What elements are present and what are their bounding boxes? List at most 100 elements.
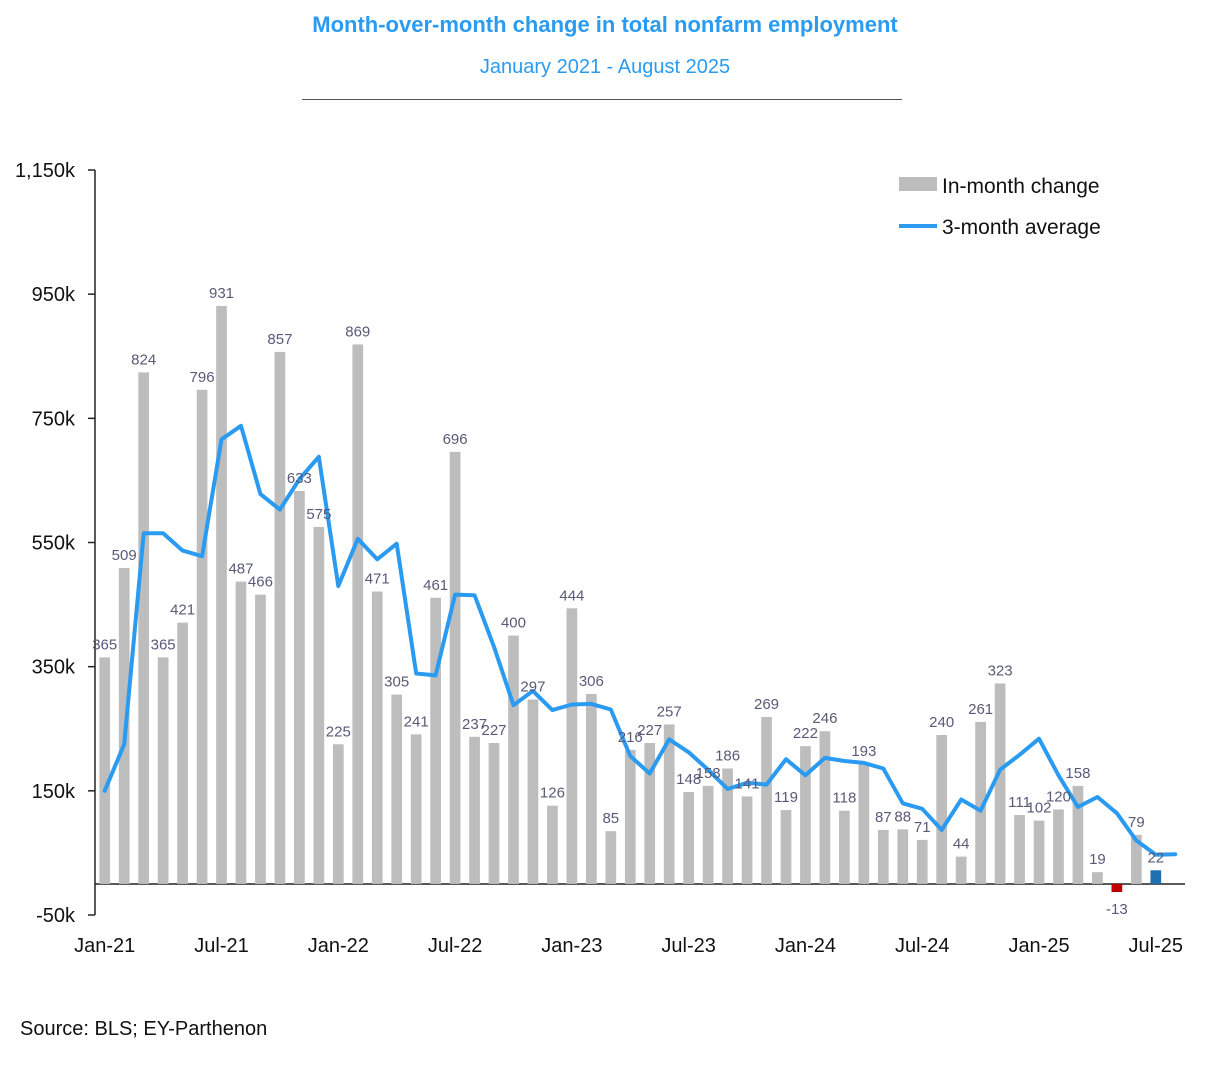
data-label-jul-21: 931 xyxy=(209,285,234,302)
bar-oct-21 xyxy=(274,351,286,884)
bar-sep-22 xyxy=(488,743,500,884)
bar-apr-24 xyxy=(858,764,870,884)
bar-nov-21 xyxy=(294,490,305,884)
y-tick-label: 1,150k xyxy=(15,160,76,182)
bar-aug-24 xyxy=(936,734,948,884)
employment-chart: In-month change 3-month average -50k 150k… xyxy=(15,160,1185,957)
data-label-nov-21: 633 xyxy=(287,470,312,487)
data-label-dec-24: 111 xyxy=(1008,794,1031,811)
data-label-oct-23: 141 xyxy=(735,775,760,792)
data-label-jan-21: 365 xyxy=(92,636,117,653)
data-label-apr-23: 216 xyxy=(618,729,643,746)
y-tick-label: 550k xyxy=(32,533,76,555)
data-label-jan-25: 102 xyxy=(1027,800,1052,817)
bar-mar-21 xyxy=(138,372,150,884)
bar-may-22 xyxy=(410,734,422,884)
data-label-nov-24: 323 xyxy=(988,662,1013,679)
x-tick-label: Jan-25 xyxy=(1008,935,1069,957)
data-label-apr-24: 193 xyxy=(851,743,876,760)
y-tick-label: 950k xyxy=(32,284,76,306)
data-label-jan-24: 222 xyxy=(793,725,818,742)
data-label-may-23: 227 xyxy=(637,722,662,739)
data-label-aug-24: 240 xyxy=(929,714,954,731)
data-label-feb-25: 120 xyxy=(1046,788,1071,805)
bar-jun-23 xyxy=(663,724,675,884)
bar-feb-24 xyxy=(819,731,831,884)
x-tick-label: Jan-22 xyxy=(308,935,369,957)
chart-subtitle: January 2021 - August 2025 xyxy=(479,56,731,78)
data-label-feb-24: 246 xyxy=(812,710,837,727)
bar-dec-22 xyxy=(547,805,558,884)
data-label-oct-22: 400 xyxy=(501,615,526,632)
bar-jan-21 xyxy=(99,657,111,884)
bar-jul-23 xyxy=(683,792,695,884)
bar-jan-23 xyxy=(566,608,578,884)
title-divider xyxy=(302,99,902,100)
source-note: Source: BLS; EY-Parthenon xyxy=(20,1018,268,1040)
bar-dec-21 xyxy=(313,526,325,884)
bar-sep-24 xyxy=(955,856,967,884)
data-label-jan-22: 225 xyxy=(326,723,351,740)
bar-jun-22 xyxy=(430,597,441,884)
data-label-feb-22: 869 xyxy=(345,323,370,340)
data-label-jul-24: 71 xyxy=(914,819,931,836)
data-label-jun-25: 79 xyxy=(1128,814,1145,831)
data-label-jul-22: 696 xyxy=(443,431,468,448)
data-label-sep-21: 466 xyxy=(248,574,273,591)
x-tick-label: Jan-23 xyxy=(541,935,602,957)
bar-jul-21 xyxy=(216,305,227,884)
data-label-sep-22: 227 xyxy=(482,722,507,739)
y-tick-label: 750k xyxy=(32,408,76,430)
bar-may-21 xyxy=(177,622,188,884)
data-label-jun-21: 796 xyxy=(190,369,215,386)
legend-bar-swatch xyxy=(899,177,937,191)
bar-feb-23 xyxy=(585,693,597,884)
data-label-may-21: 421 xyxy=(170,602,195,619)
bar-apr-22 xyxy=(391,694,403,884)
data-label-may-24: 87 xyxy=(875,809,892,826)
data-label-jun-23: 257 xyxy=(657,703,682,720)
data-label-oct-24: 261 xyxy=(968,701,993,718)
data-label-dec-23: 119 xyxy=(774,789,798,806)
axes: -50k 150k 350k 550k 750k 950k 1,150k Jan-21 Jul-… xyxy=(15,160,1185,957)
data-label-sep-23: 186 xyxy=(715,747,740,764)
data-label-aug-21: 487 xyxy=(228,561,253,578)
legend-label-line: 3-month average xyxy=(942,216,1101,239)
y-tick-label: 350k xyxy=(32,657,76,679)
bar-oct-22 xyxy=(508,635,519,884)
bar-jun-21 xyxy=(196,389,208,884)
bar-jul-24 xyxy=(916,839,928,884)
data-label-jul-23: 148 xyxy=(676,771,701,788)
data-label-sep-24: 44 xyxy=(953,836,970,853)
data-label-jun-22: 461 xyxy=(423,577,448,594)
bar-jun-24 xyxy=(897,829,909,884)
bar-sep-23 xyxy=(722,768,733,884)
x-tick-label: Jul-24 xyxy=(895,935,949,957)
data-label-feb-21: 509 xyxy=(112,547,137,564)
bar-mar-22 xyxy=(371,591,383,884)
data-label-mar-25: 158 xyxy=(1065,765,1090,782)
data-label-apr-25: 19 xyxy=(1089,851,1106,868)
legend: In-month change 3-month average xyxy=(899,175,1101,239)
x-tick-label: Jul-23 xyxy=(661,935,715,957)
x-tick-label: Jul-25 xyxy=(1129,935,1183,957)
bar-jan-25 xyxy=(1033,820,1045,884)
bar-jul-22 xyxy=(449,451,461,884)
bar-may-25 xyxy=(1111,883,1123,893)
average-line xyxy=(102,423,1178,857)
bar-dec-23 xyxy=(780,810,792,884)
data-label-dec-22: 126 xyxy=(540,785,565,802)
bar-jan-24 xyxy=(800,746,811,884)
bar-oct-23 xyxy=(741,796,753,884)
data-label-aug-23: 158 xyxy=(696,765,721,782)
x-tick-label: Jul-22 xyxy=(428,935,482,957)
data-label-jan-23: 444 xyxy=(559,587,584,604)
bar-feb-22 xyxy=(352,344,364,884)
data-label-mar-22: 471 xyxy=(365,571,390,588)
bar-nov-22 xyxy=(527,699,539,884)
bar-mar-24 xyxy=(839,810,850,884)
bar-may-24 xyxy=(877,829,889,884)
bar-nov-23 xyxy=(761,716,772,884)
bar-feb-25 xyxy=(1053,809,1064,884)
data-label-aug-22: 237 xyxy=(462,716,487,733)
